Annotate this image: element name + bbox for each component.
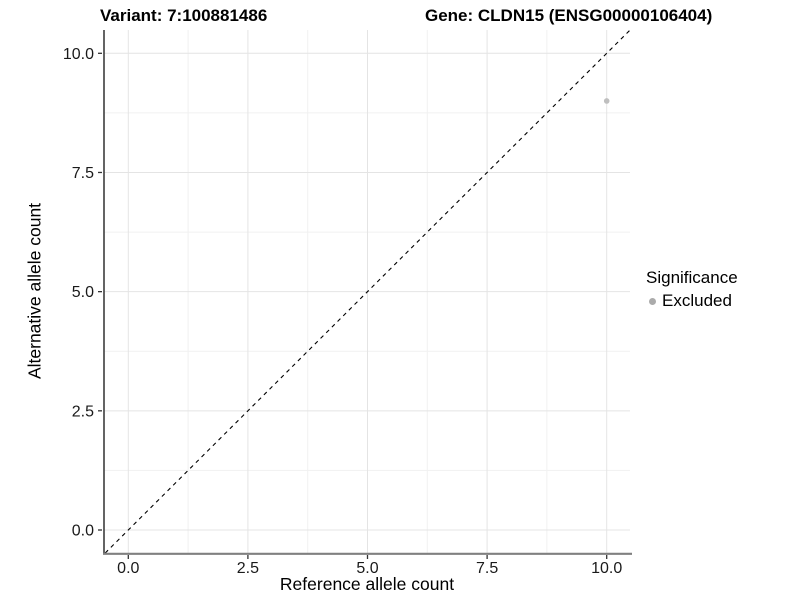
y-tick-label: 10.0 <box>63 46 94 63</box>
y-tick-label: 5.0 <box>72 284 94 301</box>
legend-title: Significance <box>646 268 738 287</box>
legend: Significance Excluded <box>646 268 738 311</box>
legend-item-label: Excluded <box>662 291 732 310</box>
x-tick-label: 10.0 <box>591 560 622 577</box>
x-tick-label: 7.5 <box>476 560 498 577</box>
y-tick-label: 7.5 <box>72 165 94 182</box>
plot-title-gene: Gene: CLDN15 (ENSG00000106404) <box>425 6 713 25</box>
y-tick-label: 0.0 <box>72 523 94 540</box>
x-tick-label: 0.0 <box>117 560 139 577</box>
y-axis-title: Alternative allele count <box>24 202 45 380</box>
y-tick-label: 2.5 <box>72 403 94 420</box>
x-axis-title: Reference allele count <box>279 574 455 594</box>
x-tick-label: 5.0 <box>356 560 378 577</box>
data-point <box>603 98 610 104</box>
x-tick-label: 2.5 <box>237 560 259 577</box>
legend-point-icon <box>649 297 656 305</box>
legend-item-excluded: Excluded <box>646 291 738 311</box>
identity-reference-line <box>104 29 631 554</box>
plot-title-variant: Variant: 7:100881486 <box>100 6 268 25</box>
